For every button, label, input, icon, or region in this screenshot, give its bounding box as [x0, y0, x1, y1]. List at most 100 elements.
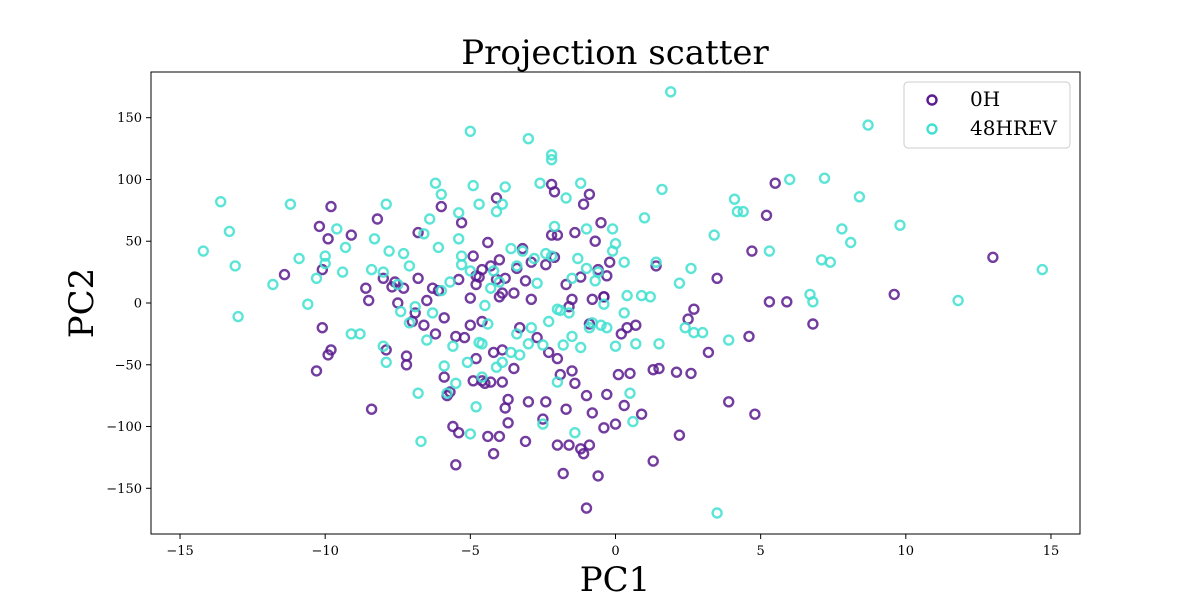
point-0H-34: [464, 319, 476, 331]
point-0H-120: [589, 235, 601, 247]
point-48HREV-89: [728, 193, 741, 205]
point-48HREV-101: [853, 191, 866, 203]
point-48HREV-147: [609, 237, 622, 250]
point-0H-51: [502, 417, 514, 429]
point-0H-46: [493, 430, 506, 443]
point-48HREV-61: [566, 330, 578, 343]
point-48HREV-103: [894, 219, 906, 231]
point-0H-140: [519, 275, 532, 287]
y-tick-label: −100: [106, 420, 142, 435]
point-0H-150: [450, 330, 462, 343]
point-48HREV-6: [284, 198, 297, 210]
point-48HREV-108: [493, 276, 506, 288]
point-48HREV-57: [545, 149, 558, 161]
point-48HREV-104: [952, 294, 964, 307]
point-48HREV-85: [696, 326, 709, 339]
point-48HREV-86: [708, 229, 720, 241]
point-48HREV-93: [784, 173, 796, 186]
point-48HREV-79: [653, 338, 665, 350]
point-0H-117: [569, 226, 581, 239]
point-48HREV-150: [380, 356, 392, 368]
point-0H-82: [612, 368, 625, 381]
point-48HREV-55: [543, 315, 555, 328]
point-48HREV-141: [551, 376, 564, 388]
point-48HREV-80: [656, 183, 668, 196]
point-0H-81: [609, 418, 622, 430]
point-0H-7: [322, 349, 334, 361]
point-0H-32: [455, 216, 468, 229]
point-0H-103: [746, 245, 758, 257]
point-48HREV-52: [525, 322, 537, 334]
point-48HREV-68: [606, 223, 619, 235]
point-0H-57: [537, 413, 549, 425]
point-48HREV-100: [845, 236, 857, 249]
point-48HREV-107: [485, 282, 497, 294]
point-48HREV-146: [540, 247, 552, 260]
point-0H-84: [618, 399, 630, 412]
point-48HREV-21: [383, 245, 395, 257]
point-48HREV-142: [575, 341, 587, 354]
point-48HREV-36: [453, 207, 465, 219]
point-48HREV-58: [548, 220, 561, 233]
point-0H-42: [485, 376, 497, 388]
point-48HREV-128: [580, 262, 593, 275]
point-48HREV-16: [354, 328, 366, 340]
point-0H-47: [496, 376, 508, 388]
point-0H-96: [685, 367, 697, 380]
point-48HREV-12: [331, 223, 343, 235]
x-tick-label: −10: [311, 544, 338, 559]
point-0H-76: [592, 470, 604, 482]
point-48HREV-125: [528, 252, 540, 265]
x-axis: −15 −10 −5 0 5 10 15: [166, 534, 1059, 559]
point-0H-118: [577, 198, 590, 210]
point-48HREV-10: [319, 250, 331, 262]
point-0H-139: [508, 287, 520, 299]
point-48HREV-138: [476, 338, 488, 350]
legend: 0H 48HREV: [903, 81, 1071, 149]
point-48HREV-119: [421, 334, 433, 346]
point-0H-58: [540, 396, 552, 408]
point-48HREV-127: [566, 272, 578, 284]
point-48HREV-69: [609, 340, 622, 352]
point-48HREV-26: [412, 387, 424, 399]
point-48HREV-67: [598, 298, 610, 310]
point-0H-44: [487, 448, 500, 460]
point-48HREV-62: [569, 427, 581, 439]
point-0H-79: [601, 388, 613, 401]
x-axis-label: PC1: [580, 560, 651, 600]
point-0H-8: [365, 403, 378, 415]
point-0H-75: [586, 407, 598, 419]
point-48HREV-38: [461, 356, 474, 368]
point-0H-91: [650, 260, 662, 272]
point-0H-45: [490, 192, 503, 204]
point-48HREV-17: [365, 263, 378, 276]
point-0H-40: [479, 377, 491, 389]
y-tick-label: 150: [117, 111, 142, 126]
point-48HREV-27: [415, 435, 427, 448]
point-48HREV-70: [618, 256, 630, 268]
point-48HREV-24: [403, 317, 416, 329]
point-0H-89: [647, 364, 659, 376]
point-0H-80: [604, 256, 616, 268]
y-tick-label: 100: [117, 173, 142, 188]
point-48HREV-51: [522, 132, 535, 145]
point-48HREV-124: [511, 260, 523, 272]
point-48HREV-110: [516, 245, 529, 257]
point-48HREV-87: [711, 507, 723, 519]
chart-title: Projection scatter: [461, 33, 769, 73]
point-48HREV-77: [644, 291, 656, 303]
point-48HREV-11: [319, 257, 331, 270]
point-0H-54: [519, 435, 532, 448]
point-48HREV-1: [214, 195, 227, 208]
point-0H-106: [763, 296, 776, 308]
point-0H-17: [400, 359, 413, 371]
y-tick-label: 0: [134, 297, 142, 312]
point-48HREV-14: [339, 241, 352, 254]
point-48HREV-33: [441, 387, 453, 399]
point-48HREV-88: [723, 334, 735, 346]
point-48HREV-98: [824, 256, 836, 268]
point-0H-90: [647, 455, 659, 467]
y-tick-label: −50: [115, 358, 142, 373]
point-0H-77: [595, 216, 607, 229]
